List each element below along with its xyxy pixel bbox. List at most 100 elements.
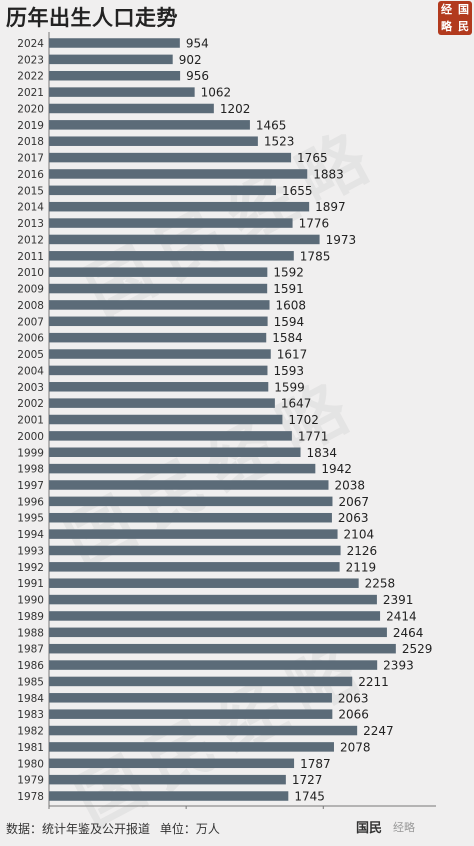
bar [49, 562, 340, 572]
y-tick-label: 2007 [17, 316, 44, 328]
y-tick-label: 2004 [17, 365, 44, 377]
bar [49, 545, 341, 556]
brand-logo: 经 国 略 民 [438, 1, 472, 35]
y-tick-label: 2015 [17, 185, 44, 197]
y-tick-label: 2003 [17, 382, 44, 394]
bar [49, 300, 270, 310]
data-label: 1727 [292, 773, 323, 787]
data-label: 2066 [338, 708, 369, 722]
data-label: 1591 [273, 282, 304, 296]
y-tick-label: 2023 [17, 54, 44, 66]
data-label: 1702 [288, 413, 319, 427]
chart-title: 历年出生人口走势 [6, 6, 178, 30]
logo-char: 民 [458, 20, 469, 33]
bar [49, 463, 316, 474]
data-label: 1785 [300, 249, 331, 263]
y-tick-label: 1981 [17, 742, 44, 754]
y-tick-label: 2019 [17, 120, 44, 132]
data-label: 1776 [299, 217, 330, 231]
y-tick-label: 2021 [17, 87, 44, 99]
data-label: 2414 [386, 609, 417, 623]
y-tick-label: 2006 [17, 333, 44, 345]
y-tick-label: 2017 [17, 153, 44, 165]
data-label: 2038 [334, 478, 365, 492]
data-label: 2393 [383, 659, 414, 673]
data-label: 1617 [277, 348, 308, 362]
y-tick-label: 1987 [17, 644, 44, 656]
data-label: 1655 [282, 184, 313, 198]
data-label: 2078 [340, 740, 371, 754]
y-tick-label: 1998 [17, 464, 44, 476]
bar [49, 332, 267, 343]
data-label: 2529 [402, 642, 433, 656]
bar [49, 627, 387, 638]
data-label: 1834 [307, 446, 338, 460]
y-tick-label: 2018 [17, 136, 44, 148]
bar [49, 169, 308, 179]
data-label: 1593 [273, 364, 304, 378]
data-label: 954 [186, 37, 209, 51]
data-label: 1523 [264, 135, 295, 149]
y-tick-label: 1992 [17, 562, 44, 574]
y-tick-label: 2000 [17, 431, 44, 443]
bar [49, 185, 276, 196]
bar [49, 643, 396, 654]
bar [49, 234, 320, 245]
data-label: 1647 [281, 397, 312, 411]
y-tick-label: 2020 [17, 103, 44, 115]
y-tick-label: 2013 [17, 218, 44, 230]
bar [49, 201, 310, 212]
bar [49, 594, 377, 605]
logo-char: 经 [441, 3, 452, 16]
y-tick-label: 2022 [17, 71, 44, 83]
y-tick-label: 2011 [17, 251, 44, 263]
bar [49, 152, 292, 163]
y-tick-label: 1980 [17, 758, 44, 770]
bar [49, 267, 268, 277]
brand-text-faded: 经略 [393, 821, 415, 834]
bar [49, 349, 271, 359]
y-tick-label: 1996 [17, 496, 44, 508]
data-label: 902 [179, 53, 202, 67]
bar [49, 87, 195, 97]
y-tick-label: 2005 [17, 349, 44, 361]
data-label: 2063 [338, 691, 369, 705]
y-tick-label: 1993 [17, 545, 44, 557]
bar [49, 414, 283, 425]
bar [49, 283, 268, 294]
bar [49, 578, 359, 588]
bar [49, 512, 332, 523]
y-tick-label: 1988 [17, 627, 44, 639]
y-tick-label: 1984 [17, 693, 44, 705]
y-tick-label: 1997 [17, 480, 44, 492]
data-label: 2258 [365, 577, 396, 591]
data-label: 2063 [338, 511, 369, 525]
logo-char: 国 [458, 3, 469, 16]
y-tick-label: 2008 [17, 300, 44, 312]
y-tick-label: 2024 [17, 38, 44, 50]
bar [49, 725, 358, 736]
data-label: 1599 [274, 380, 305, 394]
bar [49, 218, 293, 228]
bar [49, 431, 292, 441]
bar [49, 365, 268, 376]
data-label: 2119 [346, 560, 377, 574]
bar-chart: 2024 954 2023 902 2022 956 2021 1062 2020 1202 201… [17, 32, 436, 810]
data-label: 2391 [383, 593, 414, 607]
bar [49, 611, 381, 621]
data-label: 2126 [347, 544, 378, 558]
bar [49, 774, 286, 785]
y-tick-label: 2002 [17, 398, 44, 410]
data-label: 1592 [273, 266, 304, 280]
bar [49, 660, 378, 670]
y-tick-label: 2010 [17, 267, 44, 279]
y-tick-label: 1979 [17, 775, 44, 787]
y-tick-label: 2016 [17, 169, 44, 181]
data-label: 1584 [272, 331, 303, 345]
bar [49, 676, 353, 687]
y-tick-label: 1985 [17, 676, 44, 688]
y-tick-label: 2009 [17, 284, 44, 296]
y-tick-label: 1983 [17, 709, 44, 721]
bar [49, 758, 295, 769]
bar [49, 496, 333, 507]
